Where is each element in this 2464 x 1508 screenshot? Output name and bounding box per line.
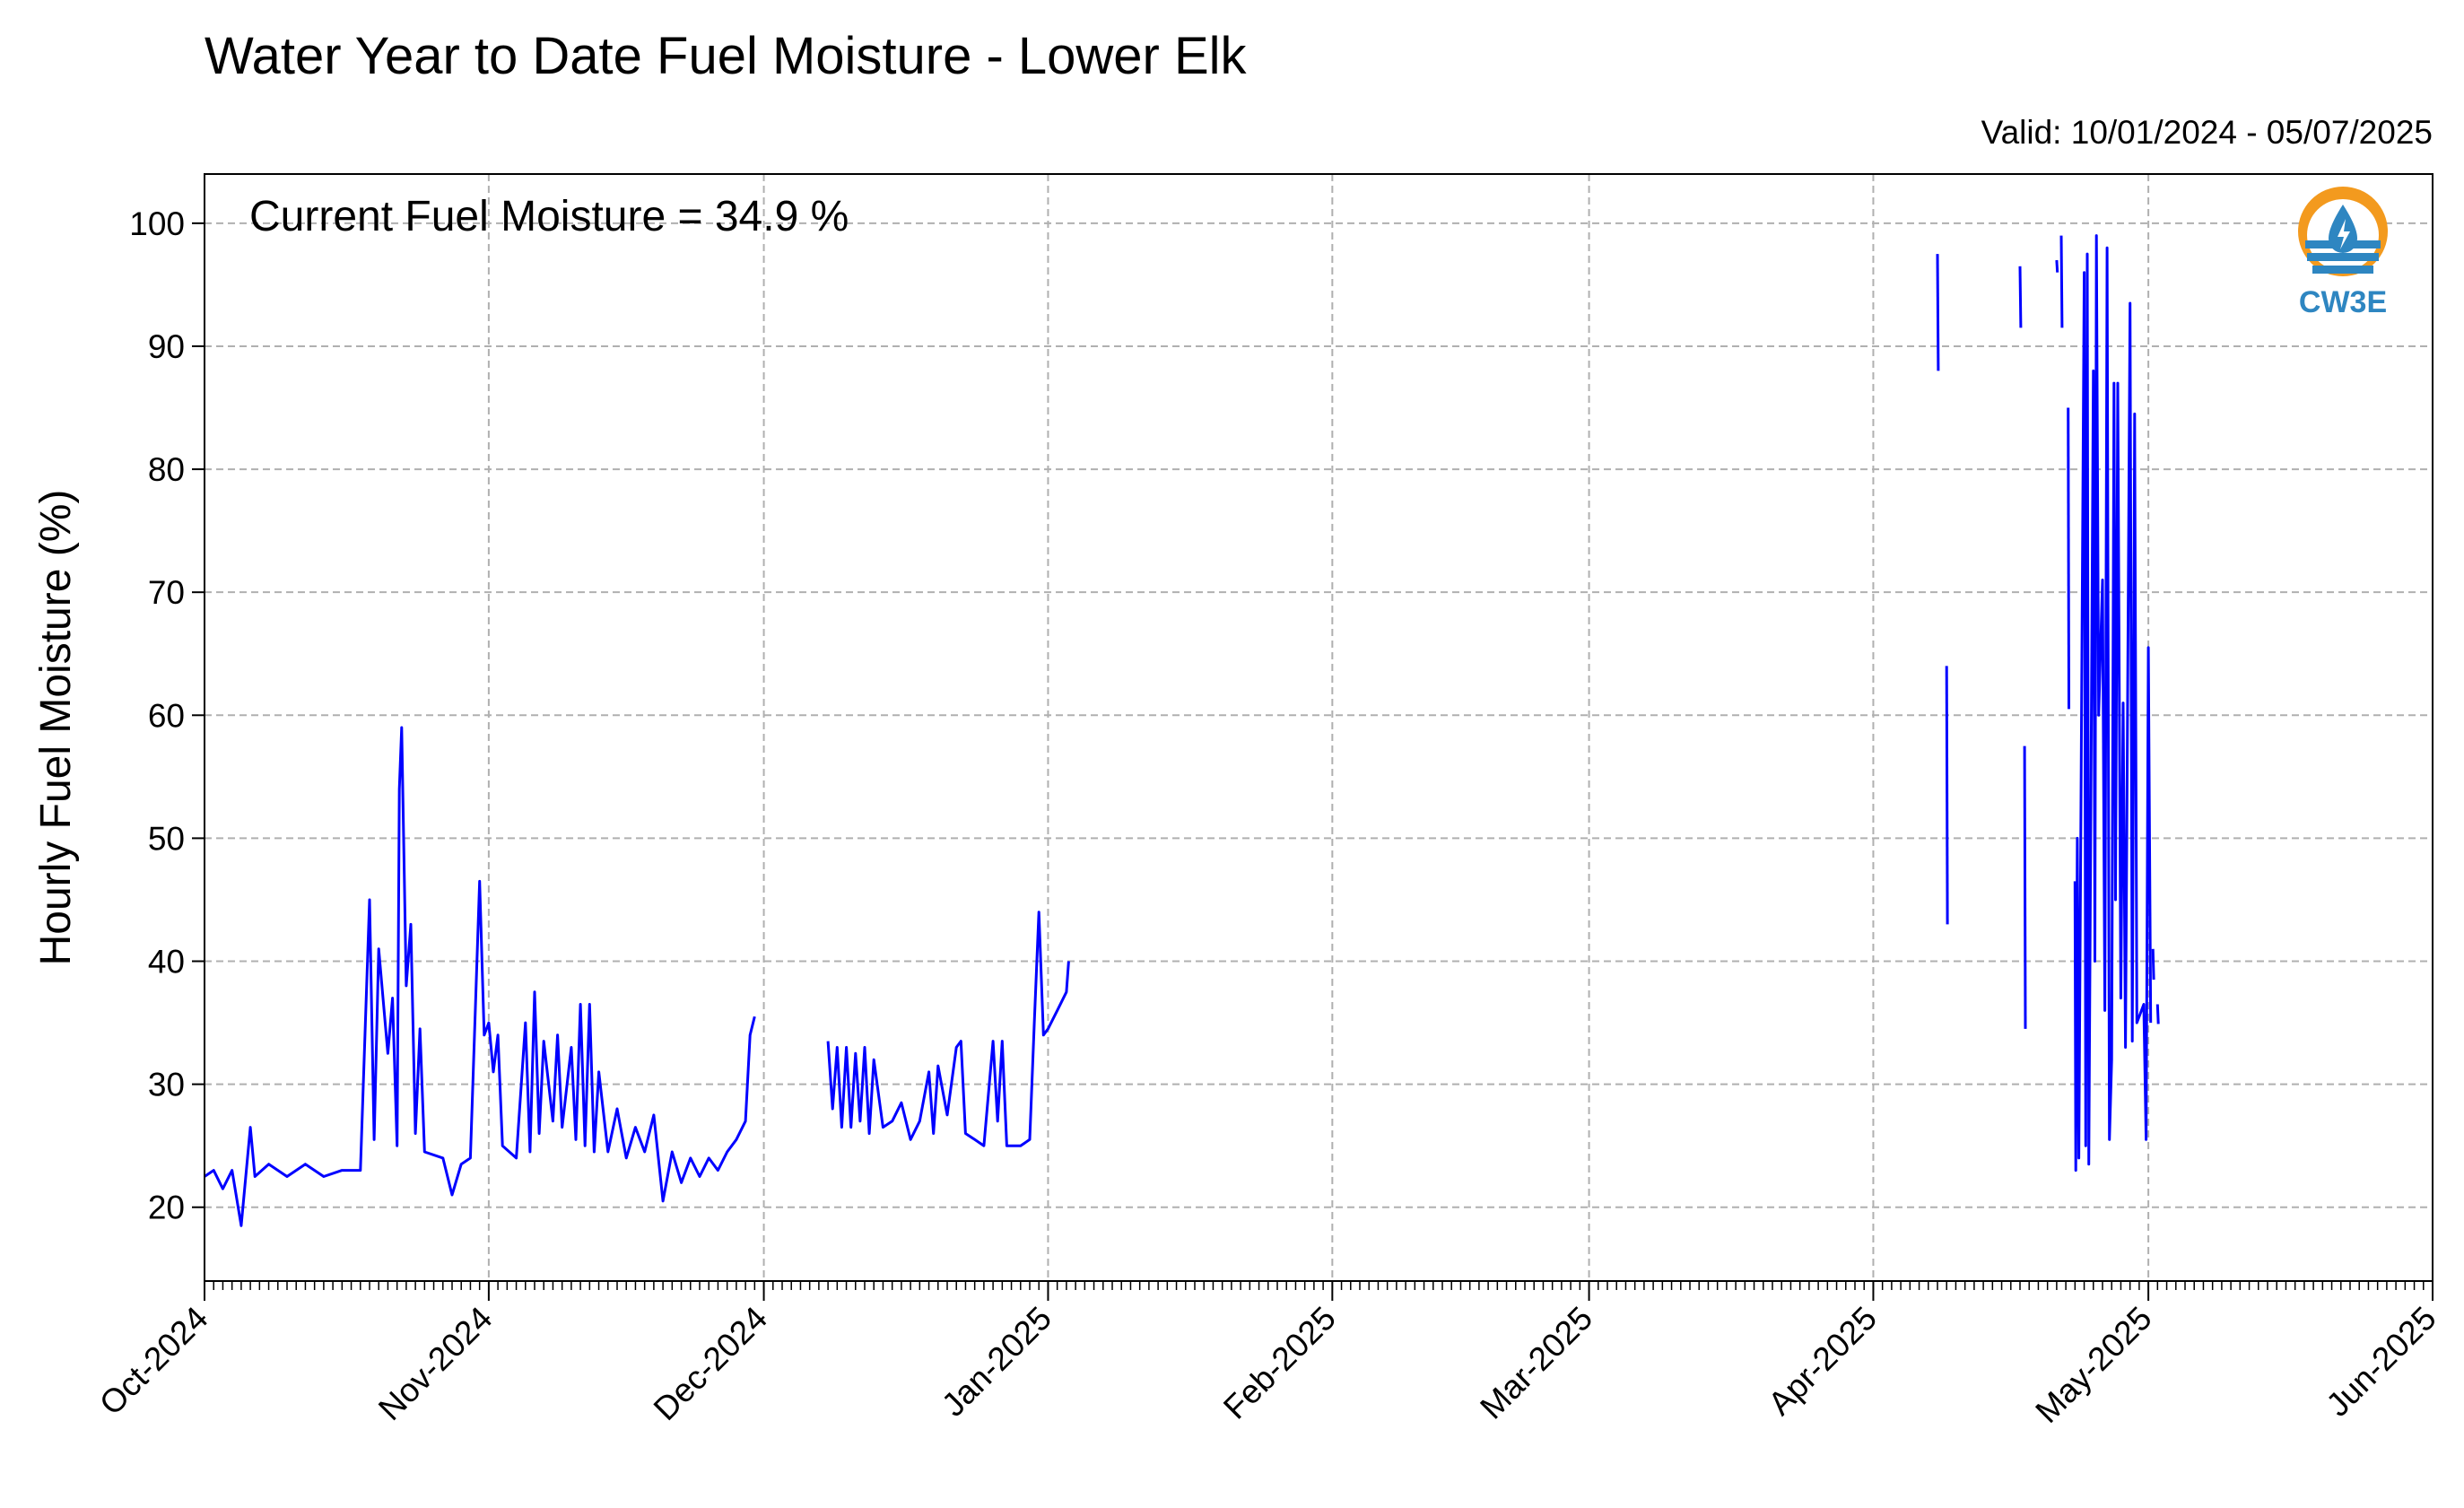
y-tick-label: 60 (148, 697, 185, 734)
series-line-segment (2073, 234, 2153, 1172)
current-value-annotation: Current Fuel Moisture = 34.9 % (249, 193, 849, 240)
y-tick-label: 40 (148, 944, 185, 981)
y-tick-label: 90 (148, 328, 185, 365)
series-line-segment (826, 911, 1070, 1147)
series-line-segment (2059, 235, 2064, 328)
logo-wave-3 (2312, 266, 2373, 274)
logo-text: CW3E (2299, 285, 2387, 319)
y-gridlines (205, 222, 2433, 1208)
logo-wave-2 (2307, 253, 2379, 261)
series-line-segment (2023, 745, 2027, 1029)
series-line-segment (2067, 407, 2070, 710)
y-tick-label: 20 (148, 1190, 185, 1226)
y-tick-label: 80 (148, 451, 185, 488)
chart-subtitle: Valid: 10/01/2024 - 05/07/2025 (1981, 114, 2433, 151)
series-line-segment (2151, 948, 2155, 981)
y-tick-label: 100 (129, 205, 185, 242)
y-axis: 20 30 40 50 60 70 80 90 100 (129, 205, 205, 1226)
cw3e-logo: CW3E (2298, 187, 2388, 319)
y-tick-label: 50 (148, 820, 185, 857)
lightning-icon (2338, 219, 2350, 249)
y-axis-label: Hourly Fuel Moisture (%) (32, 490, 80, 966)
series-line-segment (204, 726, 756, 1227)
series-line-segment (2055, 259, 2059, 273)
series-line-segment (1945, 666, 1949, 925)
series-line-segment (2155, 1004, 2160, 1024)
chart-title: Water Year to Date Fuel Moisture - Lower… (205, 27, 1248, 85)
y-tick-label: 70 (148, 574, 185, 611)
data-series (204, 234, 2160, 1227)
y-tick-label: 30 (148, 1067, 185, 1103)
minor-x-ticks (204, 1281, 2434, 1290)
series-line-segment (1936, 254, 1940, 371)
series-line-segment (2018, 266, 2023, 328)
plot-frame (204, 173, 2434, 1282)
